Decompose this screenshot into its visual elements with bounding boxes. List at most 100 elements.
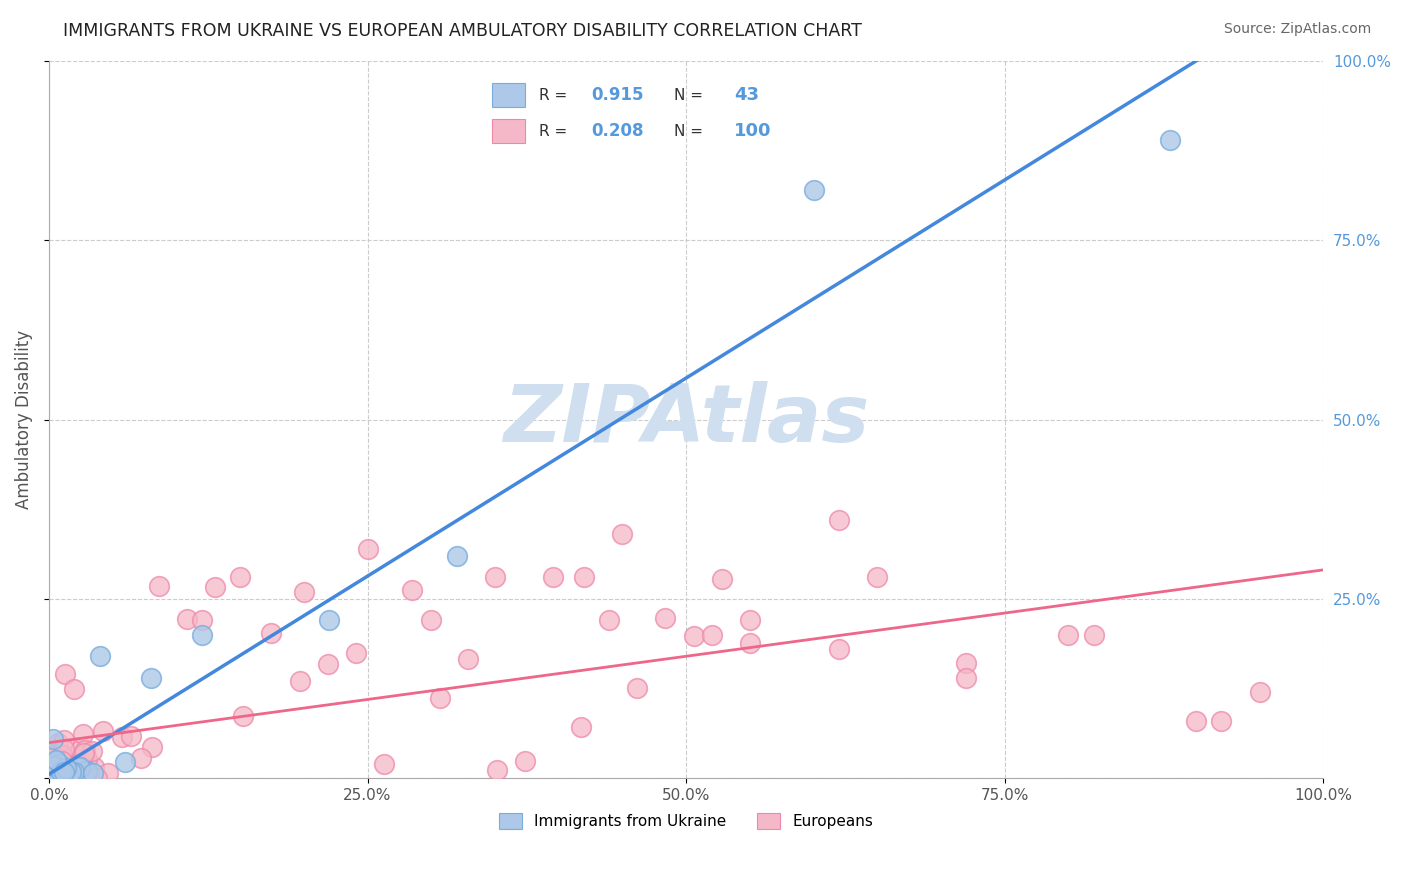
Point [1083,628,1105,642]
Point [41,764,63,779]
Point [51,761,73,775]
Point [44,767,66,781]
Point [485,763,508,777]
Point [828,513,851,527]
Point [83,760,105,774]
Point [51,747,73,762]
Point [39,770,62,784]
Point [572,570,595,584]
Point [63,767,86,781]
Point [91,723,114,738]
Point [76,752,98,766]
Point [42,771,65,785]
Point [58,771,80,785]
Legend: Immigrants from Ukraine, Europeans: Immigrants from Ukraine, Europeans [494,807,879,835]
Point [59,769,82,783]
Point [38,746,60,760]
Point [65,765,87,780]
Point [1057,628,1080,642]
Point [56,752,79,766]
Point [97,765,120,780]
Point [73,746,96,760]
Point [866,570,889,584]
Point [401,582,423,597]
Point [48,768,70,782]
Point [38,765,60,780]
Point [51,754,73,768]
Point [446,549,468,563]
Point [44,754,66,768]
Point [229,570,252,584]
Point [59,764,82,779]
Point [612,527,634,541]
Point [69,756,91,770]
Point [204,580,226,594]
Point [139,671,162,685]
Point [191,628,214,642]
Point [176,612,198,626]
Point [63,764,86,779]
Point [51,769,73,783]
Point [46,755,69,769]
Y-axis label: Ambulatory Disability: Ambulatory Disability [15,330,32,509]
Point [69,760,91,774]
Point [232,708,254,723]
Point [1211,714,1233,728]
Point [52,764,75,779]
Point [86,771,108,785]
Point [45,765,67,780]
Point [598,613,620,627]
Point [955,671,977,685]
Text: ZIPAtlas: ZIPAtlas [503,381,869,458]
Point [49,764,72,778]
Point [356,541,378,556]
Point [344,647,367,661]
Point [44,759,66,773]
Point [63,681,86,696]
Point [49,771,72,785]
Point [76,768,98,782]
Point [288,673,311,688]
Point [148,579,170,593]
Point [65,763,87,777]
Point [76,764,98,778]
Point [41,767,63,781]
Point [373,756,395,771]
Point [38,769,60,783]
Point [49,765,72,780]
Point [41,768,63,782]
Point [803,183,825,197]
Point [66,771,89,785]
Point [41,761,63,775]
Point [318,614,340,628]
Point [484,570,506,584]
Point [141,739,163,754]
Point [55,761,77,775]
Point [292,584,315,599]
Point [828,642,851,657]
Point [39,758,62,772]
Point [42,765,65,780]
Point [569,720,592,734]
Point [654,611,676,625]
Point [41,766,63,780]
Point [191,614,214,628]
Point [72,769,94,783]
Point [48,757,70,772]
Point [44,770,66,784]
Point [46,768,69,782]
Point [457,652,479,666]
Point [39,764,62,779]
Point [39,747,62,762]
Point [1185,714,1208,728]
Point [49,767,72,781]
Point [45,755,67,769]
Point [39,748,62,763]
Point [82,766,104,780]
Point [44,771,66,785]
Text: IMMIGRANTS FROM UKRAINE VS EUROPEAN AMBULATORY DISABILITY CORRELATION CHART: IMMIGRANTS FROM UKRAINE VS EUROPEAN AMBU… [63,22,862,40]
Point [41,761,63,775]
Point [42,754,65,768]
Point [738,636,761,650]
Point [39,770,62,784]
